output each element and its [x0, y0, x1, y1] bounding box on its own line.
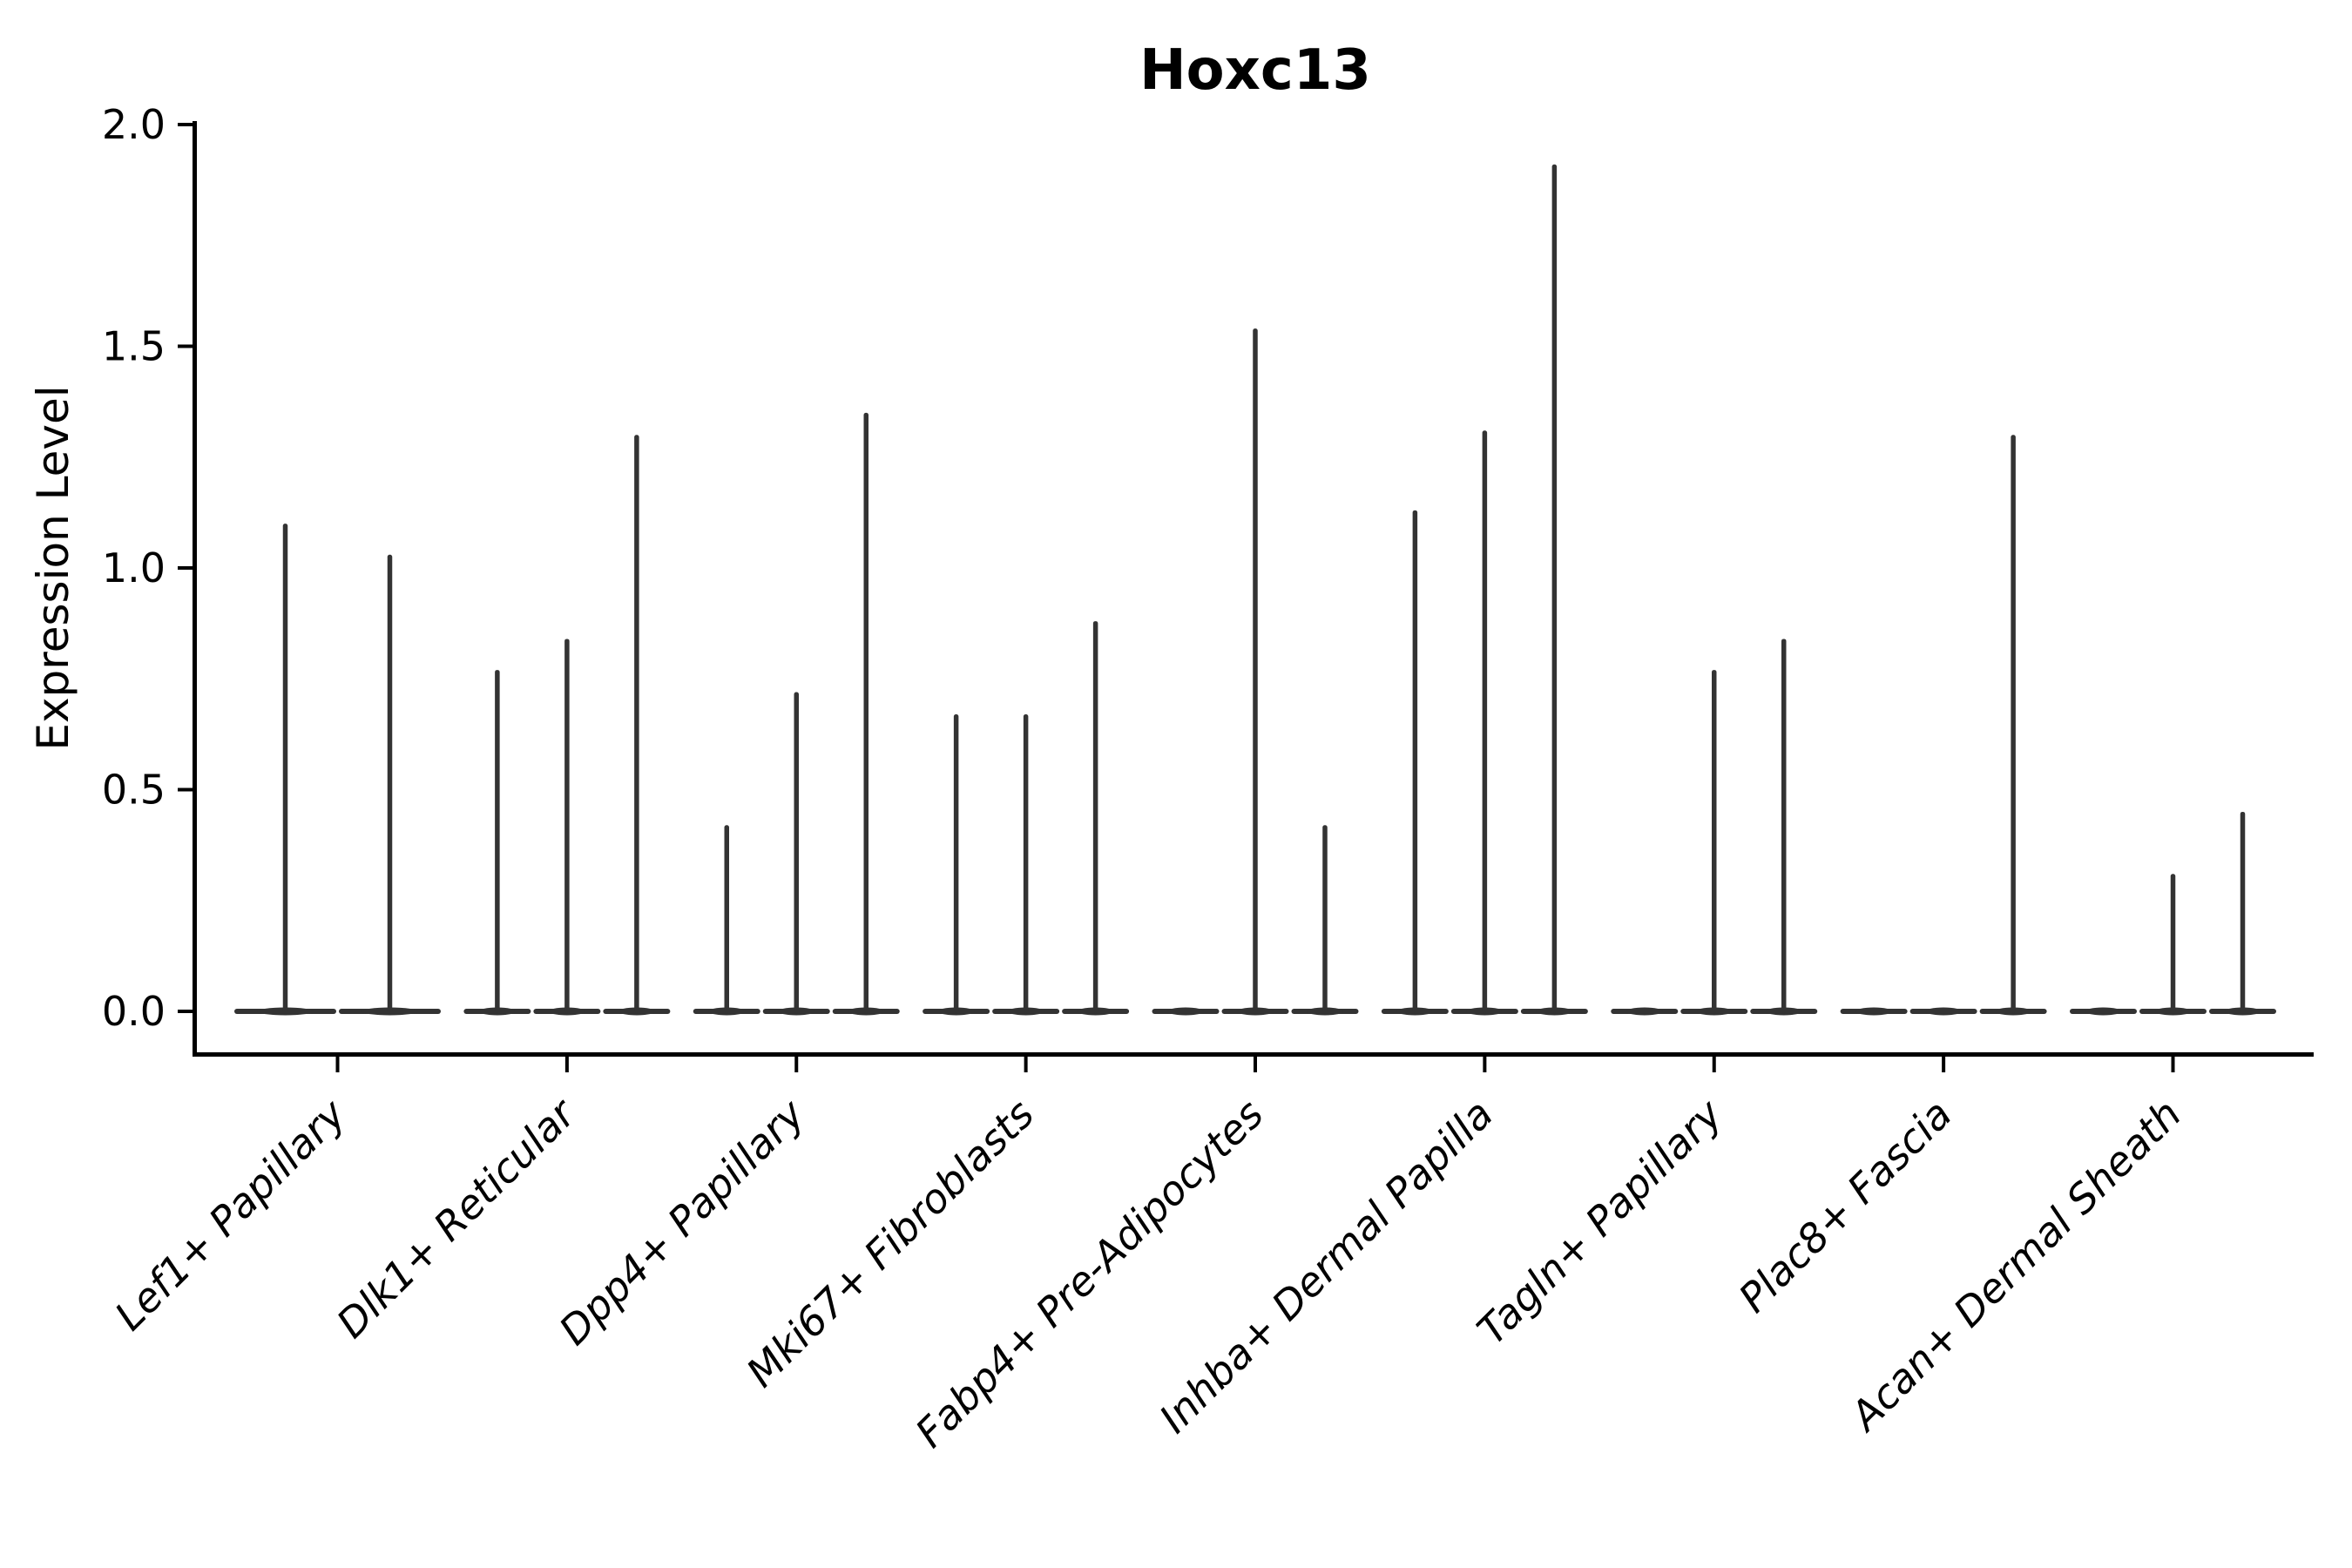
violin — [1520, 164, 1588, 1016]
y-tick-mark — [178, 787, 193, 792]
y-axis-label: Expression Level — [28, 385, 78, 750]
violin — [1291, 825, 1359, 1016]
violin-spike — [1781, 639, 1787, 1013]
violin-spike — [724, 825, 729, 1013]
violin-spike — [863, 412, 868, 1014]
violin-spike — [1412, 510, 1418, 1013]
violin-spike — [1092, 621, 1098, 1013]
violin — [1840, 1007, 1908, 1016]
violin-spike — [794, 692, 799, 1013]
x-tick-mark — [1712, 1057, 1716, 1072]
x-tick-mark — [1254, 1057, 1257, 1072]
violin-group-1 — [234, 524, 441, 1016]
violin-base-bulge — [1924, 1007, 1963, 1016]
violin — [1750, 639, 1818, 1016]
x-tick-label: Tagln+ Papillary — [1468, 1090, 1732, 1354]
violin — [533, 639, 601, 1016]
y-tick-label: 1.0 — [102, 544, 166, 591]
violin-group-4 — [923, 621, 1130, 1016]
violin — [339, 554, 441, 1016]
x-tick-mark — [794, 1057, 799, 1072]
violin-spike — [634, 435, 639, 1013]
violin-spike — [1253, 328, 1258, 1013]
x-tick-mark — [1024, 1057, 1028, 1072]
y-tick-label: 2.0 — [102, 101, 166, 148]
violin — [2209, 811, 2276, 1016]
y-tick-label: 1.5 — [102, 323, 166, 370]
violin-group-5 — [1152, 328, 1359, 1016]
violin-group-8 — [1840, 435, 2047, 1016]
x-tick-label: Plac8+ Fascia — [1730, 1091, 1961, 1321]
violin-spike — [953, 713, 959, 1013]
x-tick-mark — [564, 1057, 569, 1072]
violin — [693, 825, 760, 1016]
y-tick-mark — [178, 566, 193, 570]
violin-spike — [282, 524, 288, 1013]
x-tick-mark — [1942, 1057, 1946, 1072]
violin — [762, 692, 830, 1016]
violin-spike — [1322, 825, 1328, 1013]
violin-group-2 — [463, 435, 671, 1016]
violin — [992, 713, 1060, 1016]
violin-base-bulge — [2085, 1007, 2122, 1016]
violin-spike — [1482, 430, 1488, 1014]
violin-group-6 — [1381, 164, 1588, 1016]
y-tick-label: 0.5 — [102, 767, 166, 814]
violin-spike — [1712, 670, 1717, 1013]
violin-group-7 — [1611, 639, 1818, 1016]
violin-layer — [234, 164, 2276, 1016]
violin — [1381, 510, 1449, 1016]
violin-base-bulge — [1625, 1007, 1663, 1016]
violin — [1062, 621, 1130, 1016]
violin-spike — [495, 670, 500, 1013]
violin — [603, 435, 671, 1016]
violin-group-9 — [2070, 811, 2276, 1016]
y-axis-spine — [193, 121, 197, 1057]
y-tick-label: 0.0 — [102, 988, 166, 1035]
violin-spike — [387, 554, 393, 1013]
violin-base-bulge — [1166, 1007, 1205, 1016]
violin-spike — [1023, 713, 1029, 1013]
violin-spike — [2240, 811, 2246, 1013]
violin-group-3 — [693, 412, 900, 1016]
violin — [1152, 1007, 1220, 1016]
violin-spike — [2170, 874, 2176, 1013]
violin — [1221, 328, 1289, 1016]
violin-spike — [564, 639, 570, 1013]
violin-base-bulge — [1855, 1007, 1893, 1016]
x-axis-spine — [193, 1052, 2314, 1057]
chart-title: Hoxc13 — [1139, 38, 1371, 103]
violin — [463, 670, 531, 1016]
x-tick-label: Lef1+ Papillary — [105, 1090, 355, 1339]
y-tick-mark — [178, 344, 193, 348]
violin — [2139, 874, 2207, 1016]
y-tick-mark — [178, 123, 193, 126]
violin-spike — [1551, 164, 1558, 1013]
x-tick-mark — [2171, 1057, 2175, 1072]
violin-spike — [2011, 435, 2016, 1013]
x-tick-mark — [1483, 1057, 1487, 1072]
violin — [1680, 670, 1748, 1016]
violin — [923, 713, 990, 1016]
violin — [1450, 430, 1518, 1016]
violin — [1909, 1007, 1977, 1016]
violin — [1611, 1007, 1679, 1016]
violin — [2070, 1007, 2137, 1016]
violin — [234, 524, 336, 1016]
y-tick-mark — [178, 1010, 193, 1013]
x-tick-mark — [335, 1057, 340, 1072]
violin — [832, 412, 900, 1016]
x-tick-label: Dpp4+ Papillary — [550, 1090, 814, 1354]
violin — [1979, 435, 2047, 1016]
x-tick-label: Dlk1+ Reticular — [328, 1088, 586, 1347]
